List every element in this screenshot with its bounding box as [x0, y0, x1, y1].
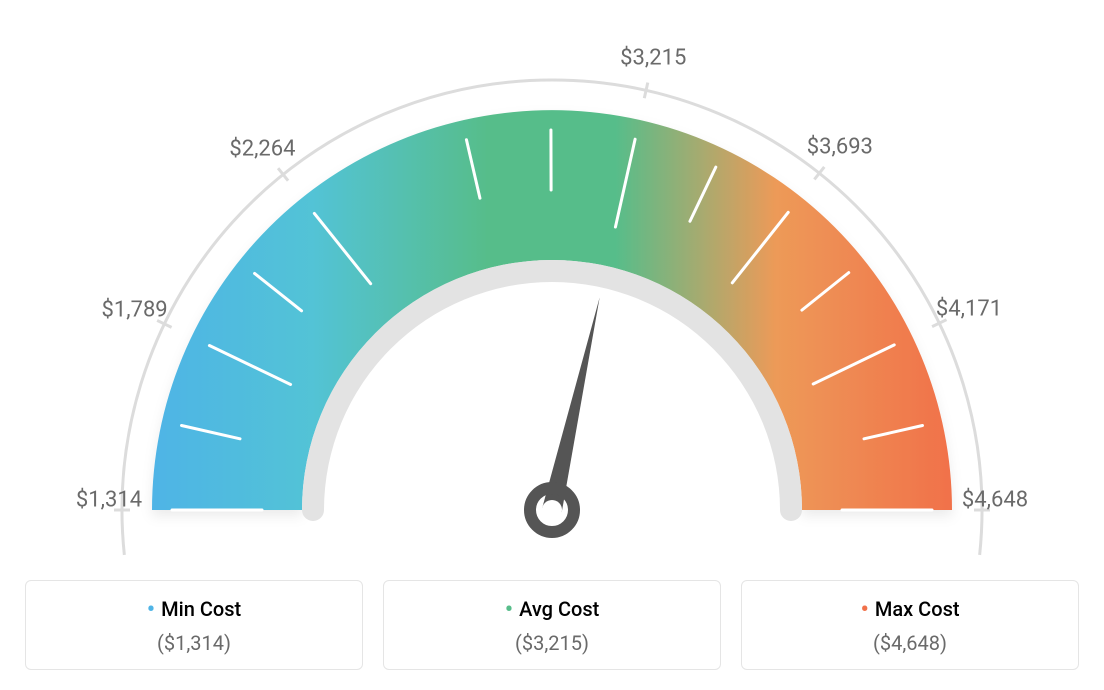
- legend-min-title: •Min Cost: [26, 597, 362, 623]
- legend-min-value: ($1,314): [26, 631, 362, 655]
- legend-min-dot-icon: •: [147, 597, 155, 621]
- legend-avg-value: ($3,215): [384, 631, 720, 655]
- gauge-tick-label: $4,171: [936, 296, 1002, 321]
- legend-max-card: • Max Cost ($4,648): [741, 580, 1079, 670]
- legend-min-title-text: Min Cost: [161, 597, 241, 621]
- legend-max-title-text: Max Cost: [875, 597, 960, 621]
- gauge-tick-label: $3,693: [807, 135, 873, 160]
- gauge-tick-label: $1,314: [76, 488, 142, 513]
- legend-max-title: • Max Cost: [742, 597, 1078, 623]
- gauge-chart-container: $1,314 $1,789 $2,264 $3,215 $3,693 $4,171 $4,6…: [0, 0, 1104, 690]
- gauge-tick-label: $2,264: [229, 136, 295, 161]
- legend-avg-card: •Avg Cost ($3,215): [383, 580, 721, 670]
- gauge-tick-label: $3,215: [620, 46, 686, 71]
- gauge-svg: [0, 0, 1104, 580]
- legend-max-dot-icon: •: [860, 597, 868, 621]
- legend-avg-dot-icon: •: [505, 597, 513, 621]
- legend-avg-title-text: Avg Cost: [519, 597, 599, 621]
- legend-min-card: •Min Cost ($1,314): [25, 580, 363, 670]
- gauge-tick-label: $1,789: [102, 297, 168, 322]
- legend-avg-title: •Avg Cost: [384, 597, 720, 623]
- legend-row: •Min Cost ($1,314) •Avg Cost ($3,215) •M…: [0, 580, 1104, 670]
- legend-max-value: ($4,648): [742, 631, 1078, 655]
- gauge-tick-label: $4,648: [962, 488, 1028, 513]
